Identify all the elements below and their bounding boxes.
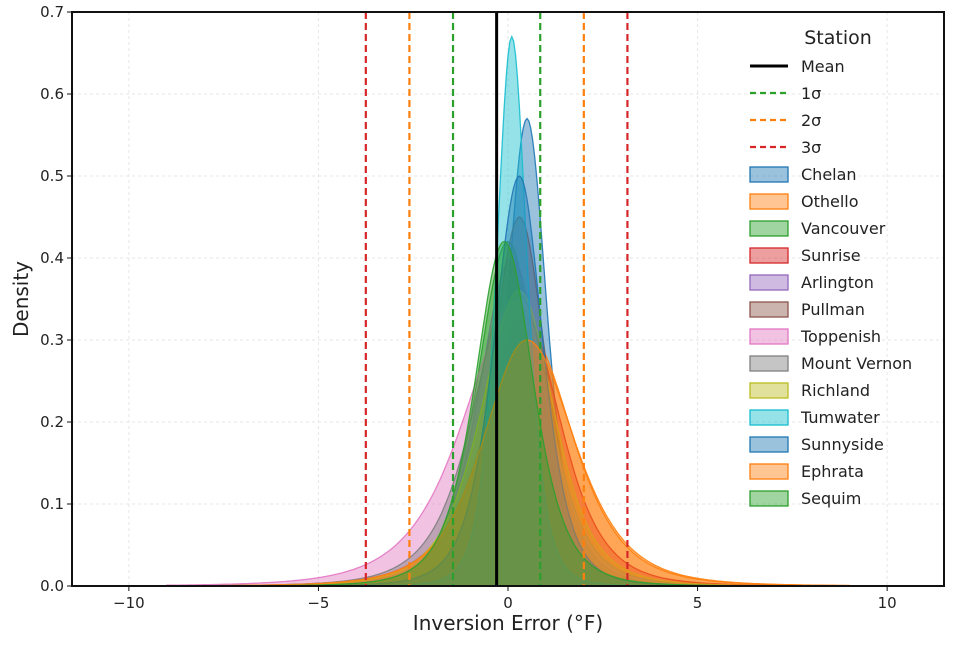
- legend-entry-label: Pullman: [801, 300, 865, 319]
- legend-entry-label: Mount Vernon: [801, 354, 912, 373]
- legend-swatch-othello: [749, 193, 789, 210]
- legend-entry-label: Arlington: [801, 273, 874, 292]
- legend-entry-label: 3σ: [801, 138, 821, 157]
- y-tick-label: 0.5: [40, 167, 64, 185]
- legend-entry-label: Toppenish: [800, 327, 881, 346]
- legend-entry-label: Vancouver: [801, 219, 886, 238]
- legend-swatch-sunnyside: [749, 436, 789, 453]
- legend-entry-label: Tumwater: [800, 408, 880, 427]
- legend-entry-label: Sunnyside: [801, 435, 884, 454]
- legend-title: Station: [804, 27, 872, 49]
- legend-swatch-ephrata: [749, 463, 789, 480]
- density-area-tumwater: [166, 34, 850, 586]
- legend-swatch-arlington: [749, 274, 789, 291]
- reference-lines: [364, 12, 629, 586]
- legend-swatch-mount-vernon: [749, 355, 789, 372]
- legend-swatch-chelan: [749, 166, 789, 183]
- x-axis-label: Inversion Error (°F): [413, 611, 603, 635]
- legend-swatch-sequim: [749, 490, 789, 507]
- legend-entry-label: 1σ: [801, 84, 821, 103]
- legend-entry-label: 2σ: [801, 111, 821, 130]
- legend-swatch-tumwater: [749, 409, 789, 426]
- x-tick-label: 0: [503, 594, 513, 612]
- legend-swatch-richland: [749, 382, 789, 399]
- y-tick-label: 0.6: [40, 85, 64, 103]
- y-axis-ticks: 0.0 0.1 0.2 0.3 0.4 0.5 0.6 0.7: [40, 3, 72, 595]
- density-area-ephrata: [166, 339, 850, 586]
- legend-entry-label: Sunrise: [801, 246, 861, 265]
- y-tick-label: 0.3: [40, 331, 64, 349]
- legend-entry-label: Mean: [801, 57, 845, 76]
- legend-swatch-sunrise: [749, 247, 789, 264]
- x-tick-label: −5: [307, 594, 329, 612]
- legend-swatch-pullman: [749, 301, 789, 318]
- x-tick-label: −10: [113, 594, 145, 612]
- legend-swatch-vancouver: [749, 220, 789, 237]
- y-tick-label: 0.7: [40, 3, 64, 21]
- y-axis-label: Density: [9, 261, 33, 337]
- y-tick-label: 0.1: [40, 495, 64, 513]
- x-tick-label: 5: [693, 594, 703, 612]
- legend-entry-label: Ephrata: [801, 462, 864, 481]
- legend-entry-label: Sequim: [801, 489, 861, 508]
- y-tick-label: 0.0: [40, 577, 64, 595]
- y-tick-label: 0.2: [40, 413, 64, 431]
- legend: Station Mean 1σ 2σ 3σ Chelan Othello Vancouver…: [749, 27, 912, 508]
- x-tick-label: 10: [878, 594, 897, 612]
- legend-entry-label: Chelan: [801, 165, 857, 184]
- density-areas: [166, 34, 850, 586]
- x-axis-ticks: −10 −5 0 5 10: [113, 586, 897, 612]
- legend-swatch-toppenish: [749, 328, 789, 345]
- y-tick-label: 0.4: [40, 249, 64, 267]
- legend-entry-label: Richland: [801, 381, 870, 400]
- legend-entry-label: Othello: [801, 192, 859, 211]
